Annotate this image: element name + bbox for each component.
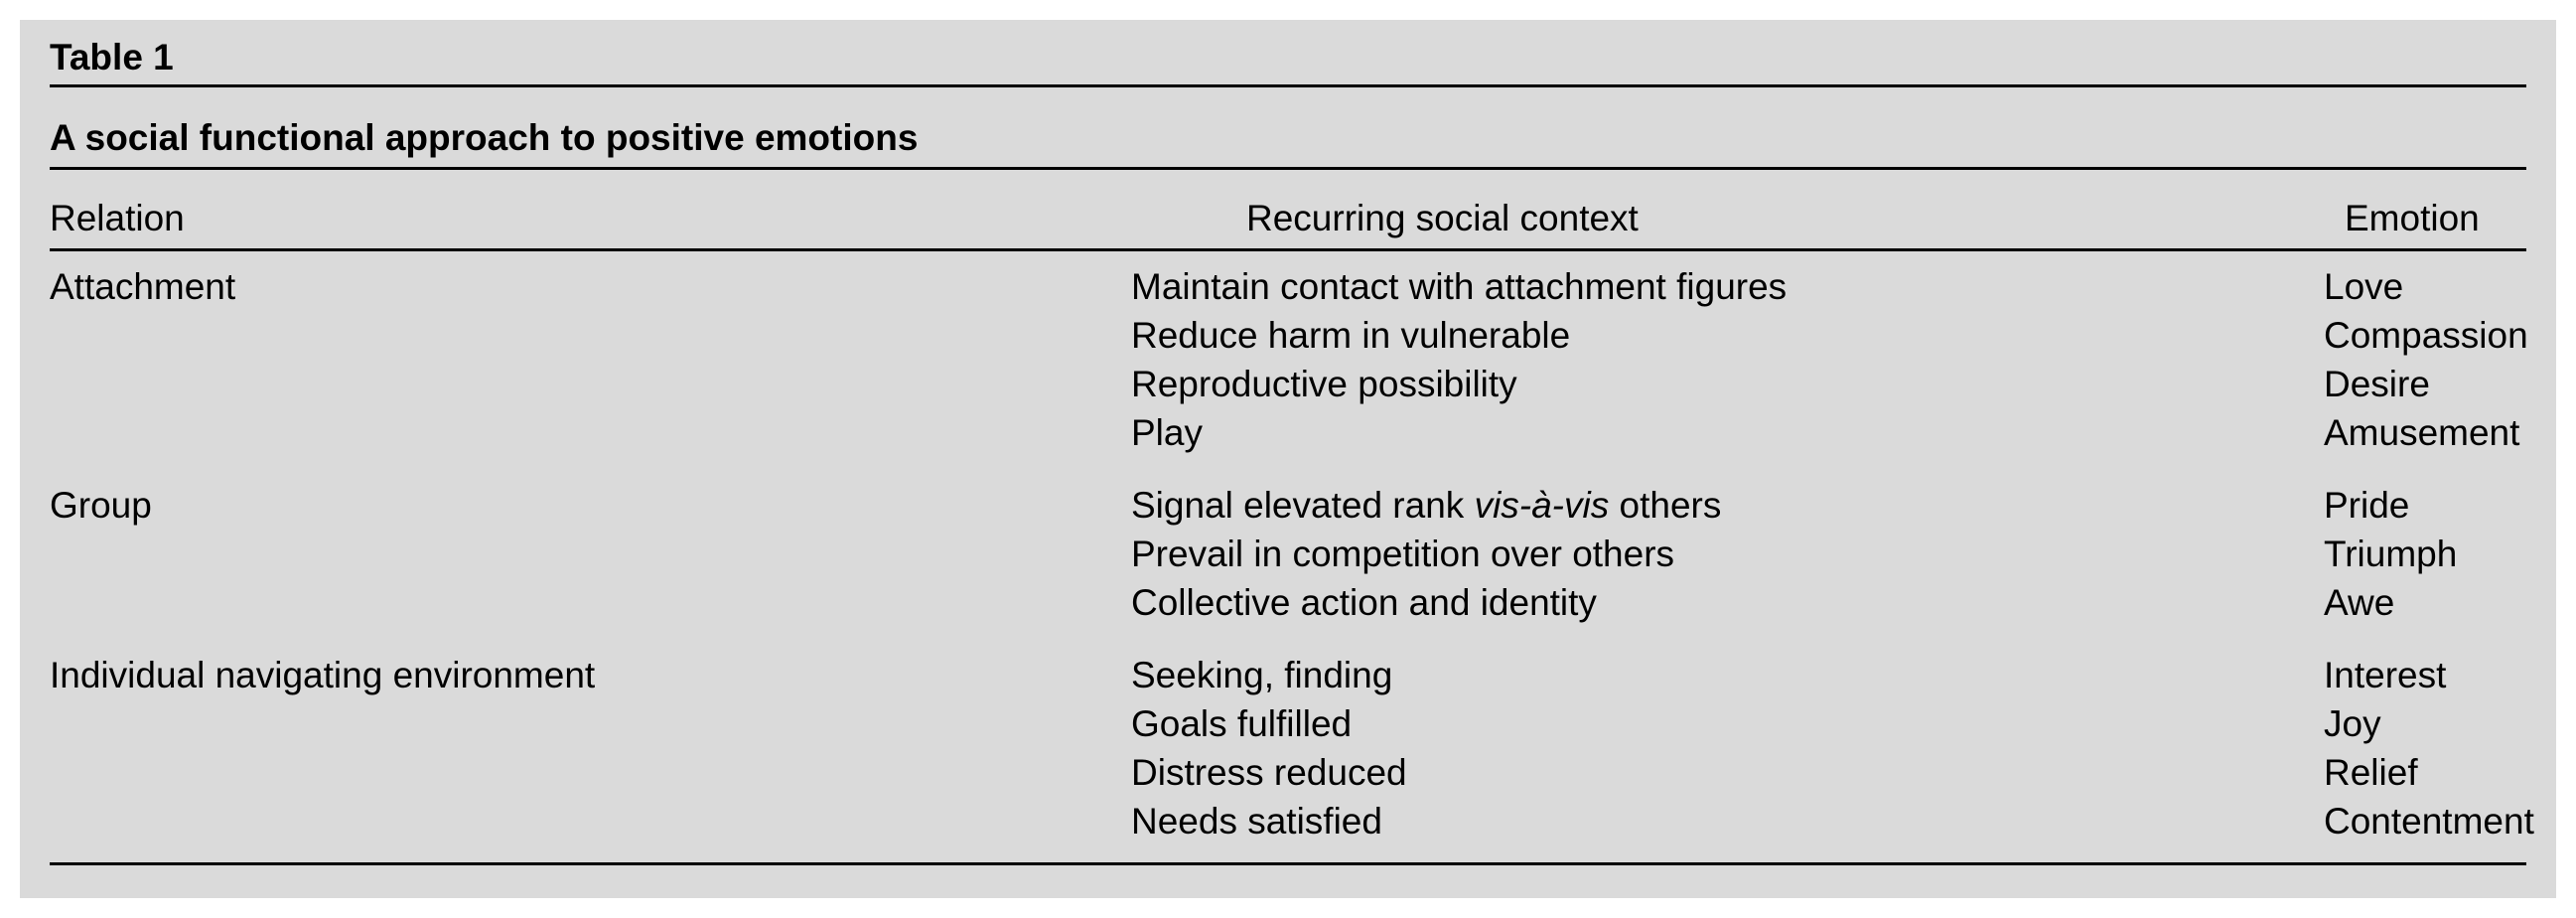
bottom-rule	[50, 862, 2526, 865]
table-caption: A social functional approach to positive…	[50, 117, 919, 158]
header-relation: Relation	[50, 198, 185, 238]
emotion-cell: Triumph	[2324, 534, 2458, 574]
caption-rule	[50, 167, 2526, 170]
emotion-cell: Awe	[2324, 582, 2395, 623]
top-rule	[50, 84, 2526, 87]
context-cell: Play	[1131, 412, 1203, 453]
emotion-cell: Joy	[2324, 703, 2381, 744]
relation-group: Group	[50, 485, 152, 526]
context-cell: Reproductive possibility	[1131, 364, 1517, 404]
context-cell: Prevail in competition over others	[1131, 534, 1675, 574]
context-italic-text: vis-à-vis	[1474, 485, 1610, 526]
relation-individual: Individual navigating environment	[50, 655, 596, 695]
context-cell: Signal elevated rank vis-à-vis others	[1131, 484, 1721, 528]
emotion-cell: Contentment	[2324, 801, 2534, 842]
header-emotion: Emotion	[2345, 198, 2480, 238]
emotion-cell: Interest	[2324, 655, 2447, 695]
table-panel: Table 1 A social functional approach to …	[20, 20, 2556, 898]
header-context: Recurring social context	[1246, 198, 1639, 238]
emotion-cell: Amusement	[2324, 412, 2520, 453]
context-text: others	[1609, 485, 1722, 526]
context-cell: Distress reduced	[1131, 752, 1407, 793]
context-cell: Maintain contact with attachment figures	[1131, 266, 1788, 307]
emotion-cell: Relief	[2324, 752, 2418, 793]
context-text: Signal elevated rank	[1131, 485, 1475, 526]
emotion-cell: Desire	[2324, 364, 2430, 404]
context-cell: Seeking, finding	[1131, 655, 1393, 695]
relation-attachment: Attachment	[50, 266, 236, 307]
context-cell: Collective action and identity	[1131, 582, 1597, 623]
emotion-cell: Compassion	[2324, 315, 2528, 356]
header-rule	[50, 248, 2526, 251]
emotion-cell: Love	[2324, 266, 2404, 307]
context-cell: Goals fulfilled	[1131, 703, 1353, 744]
context-cell: Reduce harm in vulnerable	[1131, 315, 1571, 356]
table-label: Table 1	[50, 37, 174, 77]
emotion-cell: Pride	[2324, 485, 2410, 526]
context-cell: Needs satisfied	[1131, 801, 1382, 842]
